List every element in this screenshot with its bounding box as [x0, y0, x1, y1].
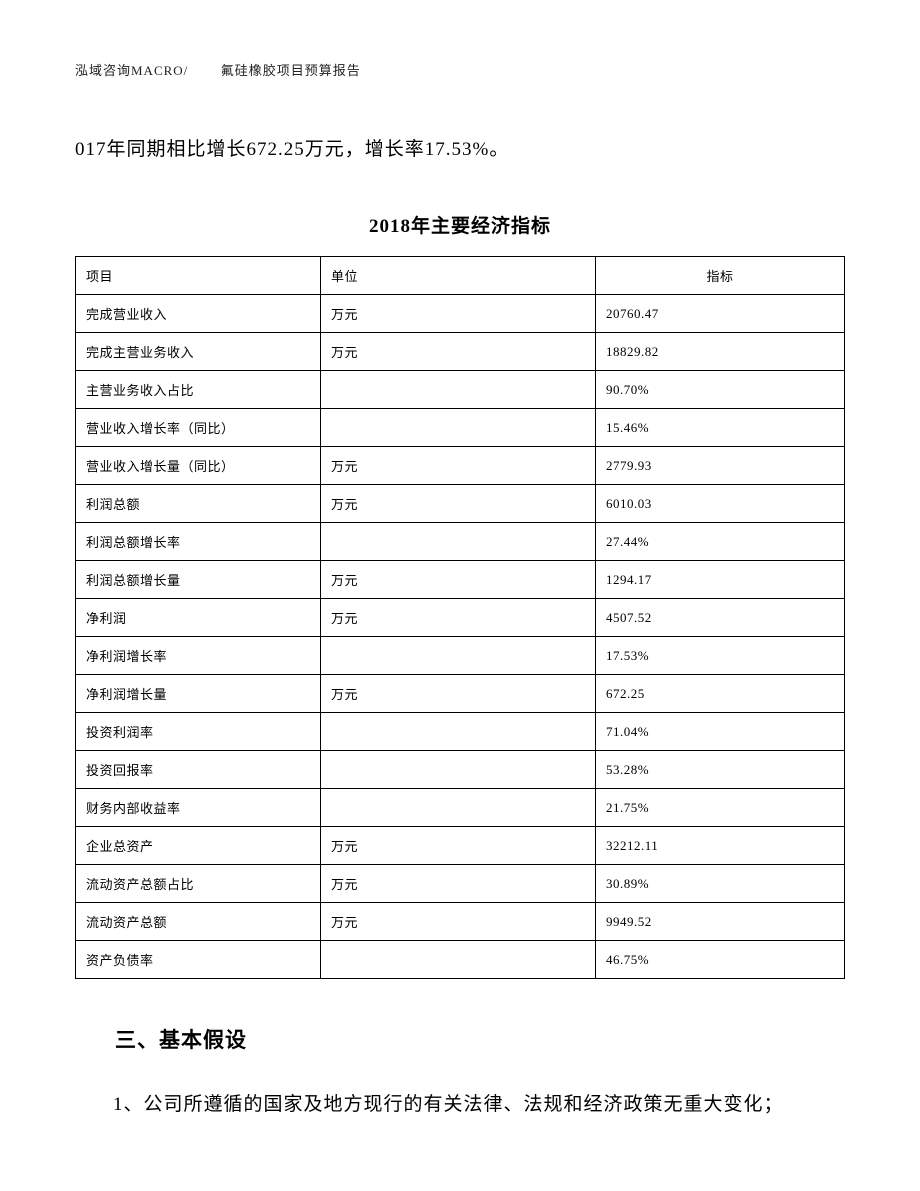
- table-cell: [321, 523, 596, 561]
- table-header-indicator: 指标: [596, 257, 845, 295]
- table-cell: 财务内部收益率: [76, 789, 321, 827]
- page-header: 泓域咨询MACRO/ 氟硅橡胶项目预算报告: [75, 60, 845, 79]
- table-row: 流动资产总额万元9949.52: [76, 903, 845, 941]
- table-cell: 利润总额增长率: [76, 523, 321, 561]
- table-cell: 万元: [321, 599, 596, 637]
- table-row: 营业收入增长率（同比） 15.46%: [76, 409, 845, 447]
- table-cell: 18829.82: [596, 333, 845, 371]
- table-cell: 32212.11: [596, 827, 845, 865]
- table-cell: 完成主营业务收入: [76, 333, 321, 371]
- table-cell: 万元: [321, 827, 596, 865]
- section-heading: 三、基本假设: [75, 1024, 845, 1054]
- header-doc-title: 氟硅橡胶项目预算报告: [221, 63, 361, 78]
- table-row: 流动资产总额占比万元30.89%: [76, 865, 845, 903]
- table-cell: 21.75%: [596, 789, 845, 827]
- table-cell: 完成营业收入: [76, 295, 321, 333]
- table-cell: [321, 789, 596, 827]
- table-row: 利润总额增长量万元1294.17: [76, 561, 845, 599]
- table-row: 利润总额增长率 27.44%: [76, 523, 845, 561]
- table-cell: 2779.93: [596, 447, 845, 485]
- table-cell: 万元: [321, 903, 596, 941]
- table-cell: 万元: [321, 675, 596, 713]
- table-cell: 营业收入增长率（同比）: [76, 409, 321, 447]
- table-cell: 万元: [321, 447, 596, 485]
- table-cell: 672.25: [596, 675, 845, 713]
- table-cell: 15.46%: [596, 409, 845, 447]
- table-title: 2018年主要经济指标: [75, 211, 845, 238]
- table-row: 完成营业收入万元20760.47: [76, 295, 845, 333]
- table-cell: [321, 941, 596, 979]
- table-cell: 净利润: [76, 599, 321, 637]
- table-row: 利润总额万元6010.03: [76, 485, 845, 523]
- table-cell: [321, 409, 596, 447]
- table-cell: [321, 713, 596, 751]
- economic-indicators-table: 项目 单位 指标 完成营业收入万元20760.47完成主营业务收入万元18829…: [75, 256, 845, 979]
- table-cell: 17.53%: [596, 637, 845, 675]
- table-cell: 万元: [321, 295, 596, 333]
- table-cell: 9949.52: [596, 903, 845, 941]
- table-row: 财务内部收益率 21.75%: [76, 789, 845, 827]
- table-cell: 90.70%: [596, 371, 845, 409]
- table-header-row: 项目 单位 指标: [76, 257, 845, 295]
- table-cell: 1294.17: [596, 561, 845, 599]
- table-cell: 企业总资产: [76, 827, 321, 865]
- table-cell: 净利润增长量: [76, 675, 321, 713]
- table-row: 净利润万元4507.52: [76, 599, 845, 637]
- header-company: 泓域咨询MACRO/: [75, 63, 188, 78]
- table-cell: 万元: [321, 333, 596, 371]
- table-cell: 投资利润率: [76, 713, 321, 751]
- table-cell: 万元: [321, 561, 596, 599]
- table-cell: 利润总额: [76, 485, 321, 523]
- table-cell: 4507.52: [596, 599, 845, 637]
- table-cell: 27.44%: [596, 523, 845, 561]
- table-cell: 46.75%: [596, 941, 845, 979]
- table-row: 净利润增长量万元672.25: [76, 675, 845, 713]
- table-row: 净利润增长率 17.53%: [76, 637, 845, 675]
- table-cell: [321, 371, 596, 409]
- intro-text: 017年同期相比增长672.25万元，增长率17.53%。: [75, 134, 845, 161]
- table-header-project: 项目: [76, 257, 321, 295]
- table-cell: 主营业务收入占比: [76, 371, 321, 409]
- table-cell: 流动资产总额占比: [76, 865, 321, 903]
- body-paragraph: 1、公司所遵循的国家及地方现行的有关法律、法规和经济政策无重大变化；: [75, 1084, 845, 1126]
- table-cell: 30.89%: [596, 865, 845, 903]
- table-header-unit: 单位: [321, 257, 596, 295]
- table-row: 企业总资产万元32212.11: [76, 827, 845, 865]
- table-cell: 20760.47: [596, 295, 845, 333]
- table-cell: 净利润增长率: [76, 637, 321, 675]
- table-cell: 万元: [321, 865, 596, 903]
- table-cell: [321, 751, 596, 789]
- table-row: 资产负债率 46.75%: [76, 941, 845, 979]
- table-cell: [321, 637, 596, 675]
- table-cell: 利润总额增长量: [76, 561, 321, 599]
- table-row: 营业收入增长量（同比）万元2779.93: [76, 447, 845, 485]
- table-cell: 投资回报率: [76, 751, 321, 789]
- table-cell: 6010.03: [596, 485, 845, 523]
- table-cell: 万元: [321, 485, 596, 523]
- table-cell: 资产负债率: [76, 941, 321, 979]
- table-cell: 53.28%: [596, 751, 845, 789]
- table-row: 完成主营业务收入万元18829.82: [76, 333, 845, 371]
- table-row: 投资利润率 71.04%: [76, 713, 845, 751]
- table-cell: 营业收入增长量（同比）: [76, 447, 321, 485]
- table-row: 投资回报率 53.28%: [76, 751, 845, 789]
- table-row: 主营业务收入占比 90.70%: [76, 371, 845, 409]
- table-cell: 流动资产总额: [76, 903, 321, 941]
- table-cell: 71.04%: [596, 713, 845, 751]
